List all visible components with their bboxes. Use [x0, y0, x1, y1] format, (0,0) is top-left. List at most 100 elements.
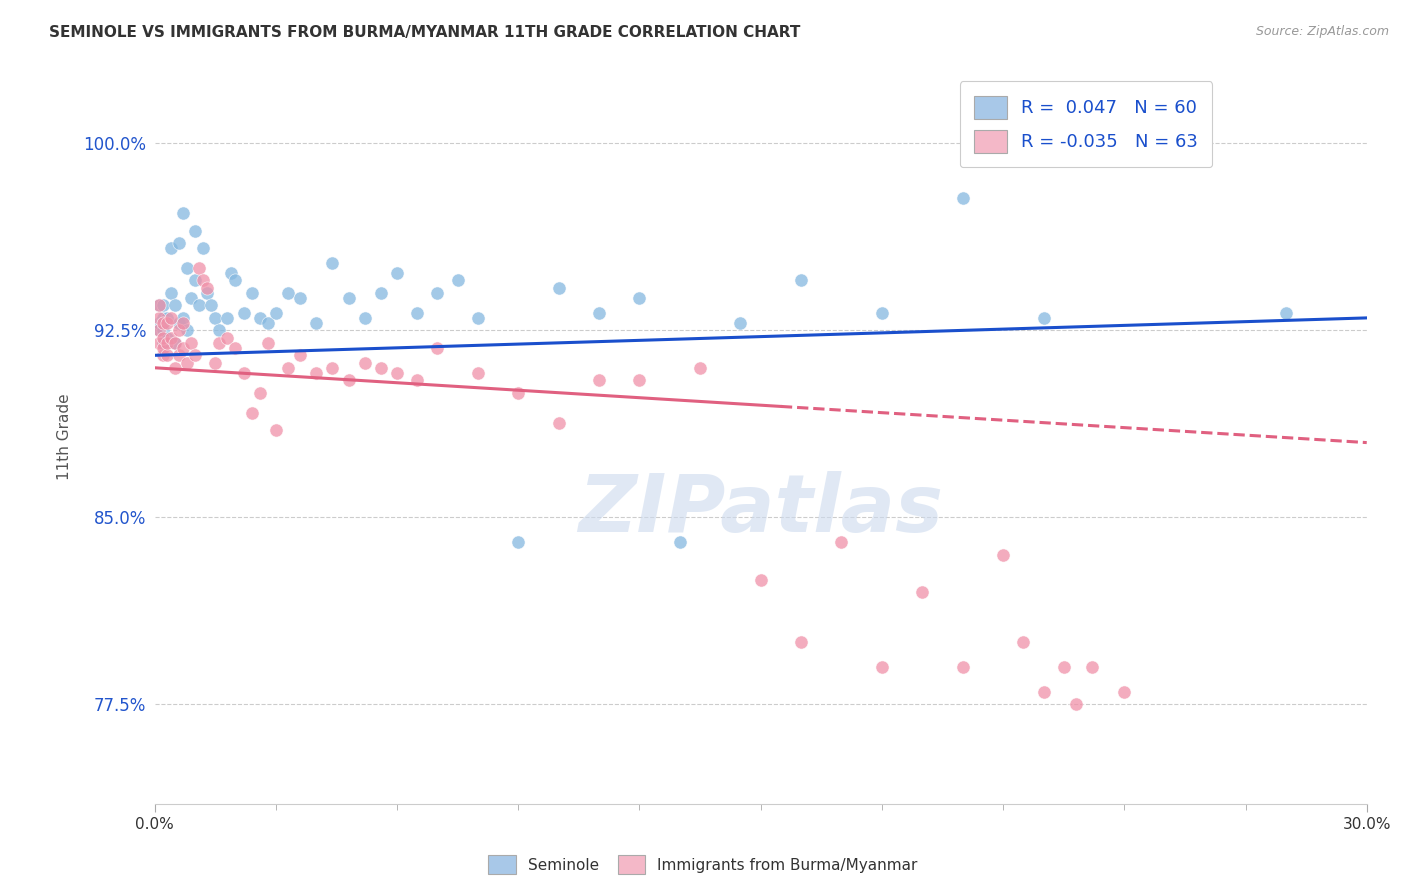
Text: Source: ZipAtlas.com: Source: ZipAtlas.com	[1256, 25, 1389, 38]
Point	[184, 273, 207, 287]
Point	[870, 660, 893, 674]
Point	[288, 291, 311, 305]
Point	[152, 331, 174, 345]
Point	[305, 316, 328, 330]
Point	[148, 335, 170, 350]
Point	[249, 385, 271, 400]
Point	[195, 281, 218, 295]
Point	[156, 331, 179, 345]
Point	[870, 306, 893, 320]
Point	[232, 306, 254, 320]
Point	[156, 348, 179, 362]
Point	[256, 316, 278, 330]
Point	[385, 366, 408, 380]
Point	[467, 366, 489, 380]
Point	[628, 291, 651, 305]
Point	[159, 310, 181, 325]
Point	[508, 535, 530, 549]
Point	[277, 285, 299, 300]
Point	[163, 360, 186, 375]
Point	[224, 273, 246, 287]
Y-axis label: 11th Grade: 11th Grade	[58, 393, 72, 480]
Point	[406, 373, 429, 387]
Point	[256, 335, 278, 350]
Point	[508, 385, 530, 400]
Point	[467, 310, 489, 325]
Point	[911, 585, 934, 599]
Point	[221, 266, 243, 280]
Point	[195, 285, 218, 300]
Point	[321, 256, 343, 270]
Point	[152, 310, 174, 325]
Point	[588, 373, 610, 387]
Point	[148, 323, 170, 337]
Point	[172, 206, 194, 220]
Point	[204, 356, 226, 370]
Point	[1053, 660, 1076, 674]
Point	[1012, 635, 1035, 649]
Point	[1064, 698, 1087, 712]
Point	[232, 366, 254, 380]
Text: ZIPatlas: ZIPatlas	[578, 471, 943, 549]
Point	[217, 331, 239, 345]
Legend: Seminole, Immigrants from Burma/Myanmar: Seminole, Immigrants from Burma/Myanmar	[482, 849, 924, 880]
Legend: R =  0.047   N = 60, R = -0.035   N = 63: R = 0.047 N = 60, R = -0.035 N = 63	[959, 81, 1212, 168]
Point	[163, 298, 186, 312]
Point	[406, 306, 429, 320]
Point	[167, 316, 190, 330]
Point	[191, 273, 214, 287]
Point	[337, 373, 360, 387]
Point	[264, 306, 287, 320]
Point	[200, 298, 222, 312]
Point	[628, 373, 651, 387]
Point	[353, 356, 375, 370]
Point	[208, 323, 231, 337]
Point	[426, 341, 449, 355]
Point	[148, 298, 170, 312]
Point	[188, 298, 211, 312]
Point	[426, 285, 449, 300]
Point	[184, 224, 207, 238]
Point	[547, 416, 569, 430]
Point	[305, 366, 328, 380]
Point	[191, 241, 214, 255]
Point	[1114, 685, 1136, 699]
Point	[172, 310, 194, 325]
Point	[217, 310, 239, 325]
Point	[730, 316, 752, 330]
Point	[240, 285, 263, 300]
Point	[385, 266, 408, 280]
Point	[159, 241, 181, 255]
Point	[1275, 306, 1298, 320]
Point	[1153, 136, 1175, 151]
Point	[749, 573, 772, 587]
Point	[180, 291, 202, 305]
Point	[163, 335, 186, 350]
Point	[148, 310, 170, 325]
Point	[180, 335, 202, 350]
Point	[204, 310, 226, 325]
Point	[188, 260, 211, 275]
Point	[167, 348, 190, 362]
Point	[152, 348, 174, 362]
Point	[952, 660, 974, 674]
Point	[831, 535, 853, 549]
Point	[152, 323, 174, 337]
Point	[264, 423, 287, 437]
Point	[669, 535, 692, 549]
Point	[148, 298, 170, 312]
Point	[159, 285, 181, 300]
Point	[156, 316, 179, 330]
Point	[337, 291, 360, 305]
Point	[172, 316, 194, 330]
Point	[249, 310, 271, 325]
Point	[163, 335, 186, 350]
Point	[1081, 660, 1104, 674]
Point	[277, 360, 299, 375]
Text: SEMINOLE VS IMMIGRANTS FROM BURMA/MYANMAR 11TH GRADE CORRELATION CHART: SEMINOLE VS IMMIGRANTS FROM BURMA/MYANMA…	[49, 25, 800, 40]
Point	[547, 281, 569, 295]
Point	[176, 260, 198, 275]
Point	[176, 356, 198, 370]
Point	[148, 323, 170, 337]
Point	[172, 341, 194, 355]
